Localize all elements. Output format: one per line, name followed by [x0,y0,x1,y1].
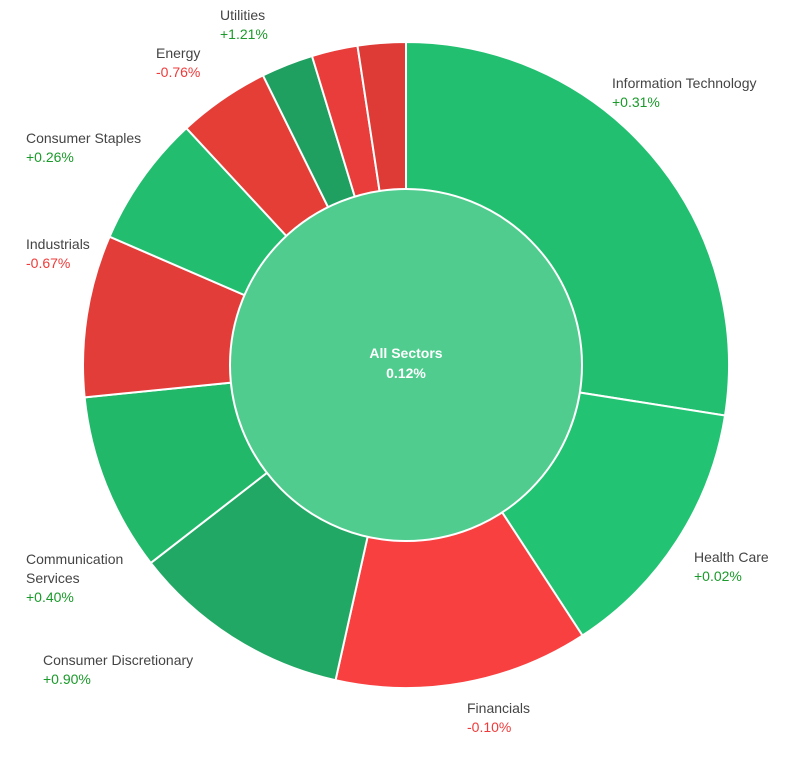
slice-label: Energy -0.76% [156,44,200,82]
sector-name: Consumer Discretionary [43,652,194,668]
slice-label: Industrials -0.67% [26,235,90,273]
slice-label: Consumer Staples +0.26% [26,129,141,167]
sector-name: Energy [156,45,201,61]
sector-change: +0.02% [694,568,742,584]
sector-name: Industrials [26,236,90,252]
sector-name: Information Technology [612,75,757,91]
sector-name: Health Care [694,549,769,565]
sector-change: +1.21% [220,26,268,42]
slice-label: Communication Services +0.40% [26,550,123,607]
sector-change: +0.40% [26,589,74,605]
slice-label: Utilities +1.21% [220,6,268,44]
sector-change: +0.90% [43,671,91,687]
slice-label: Financials -0.10% [467,699,530,737]
sector-change: +0.31% [612,94,660,110]
center-change: 0.12% [386,365,426,381]
center-circle[interactable] [229,188,583,542]
sector-change: -0.10% [467,719,512,735]
sector-name: Consumer Staples [26,130,142,146]
slice-label: Consumer Discretionary +0.90% [43,651,193,689]
sector-name: Communication Services [26,551,124,586]
sector-change: -0.76% [156,64,201,80]
slice-label: Information Technology +0.31% [612,74,757,112]
sector-name: Financials [467,700,531,716]
slice-label: Health Care +0.02% [694,548,769,586]
center-label[interactable]: All Sectors 0.12% [306,343,506,383]
sector-name: Utilities [220,7,266,23]
center-title: All Sectors [369,345,443,361]
sector-change: +0.26% [26,149,74,165]
sector-change: -0.67% [26,255,71,271]
